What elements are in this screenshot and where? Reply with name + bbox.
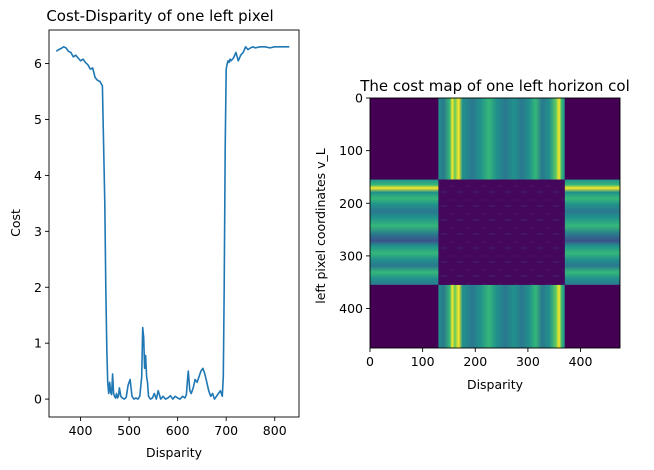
y-tick-label: 400	[339, 301, 363, 316]
x-tick-label: 500	[117, 423, 141, 438]
heatmap-bright-rows-right	[564, 179, 620, 285]
x-tick-label: 200	[463, 354, 487, 369]
line-chart-x-axis-label: Disparity	[146, 445, 203, 460]
heatmap-bright-rows-left	[370, 179, 439, 285]
line-chart-y-ticks: 0 1 2 3 4 5 6	[34, 56, 49, 407]
y-tick-label: 0	[355, 91, 363, 106]
heatmap-axes-frame	[369, 97, 621, 349]
y-tick-label: 1	[34, 336, 42, 351]
line-chart-x-ticks: 400 500 600 700 800	[69, 417, 287, 438]
x-tick-label: 700	[214, 423, 238, 438]
y-tick-label: 3	[34, 224, 42, 239]
heatmap-y-axis-label: left pixel coordinates v_L	[313, 148, 328, 304]
x-tick-label: 400	[69, 423, 93, 438]
y-tick-label: 5	[34, 112, 42, 127]
heatmap-bright-columns-top	[438, 98, 565, 180]
x-tick-label: 400	[569, 354, 593, 369]
heatmap-title: The cost map of one left horizon col	[359, 77, 630, 95]
heatmap-center-block	[438, 179, 565, 285]
y-tick-label: 0	[34, 392, 42, 407]
heatmap-bright-columns-bottom	[438, 284, 565, 348]
x-tick-label: 300	[516, 354, 540, 369]
line-chart-title: Cost-Disparity of one left pixel	[46, 7, 273, 25]
x-tick-label: 0	[366, 354, 374, 369]
line-chart-axes-frame	[48, 29, 300, 418]
y-tick-label: 4	[34, 168, 42, 183]
y-tick-label: 6	[34, 56, 42, 71]
line-chart: Cost-Disparity of one left pixel 400 500 6…	[8, 7, 300, 460]
y-tick-label: 200	[339, 196, 363, 211]
y-tick-label: 100	[339, 143, 363, 158]
heatmap-x-ticks: 0 100 200 300 400	[366, 348, 593, 369]
y-tick-label: 2	[34, 280, 42, 295]
x-tick-label: 600	[166, 423, 190, 438]
heatmap-y-ticks: 0 100 200 300 400	[339, 91, 370, 316]
x-tick-label: 100	[411, 354, 435, 369]
x-tick-label: 800	[263, 423, 287, 438]
line-chart-y-axis-label: Cost	[8, 209, 23, 237]
heatmap-x-axis-label: Disparity	[467, 377, 524, 392]
heatmap-chart: The cost map of one left horizon col	[313, 77, 630, 392]
cost-series-line	[55, 46, 290, 400]
y-tick-label: 300	[339, 248, 363, 263]
